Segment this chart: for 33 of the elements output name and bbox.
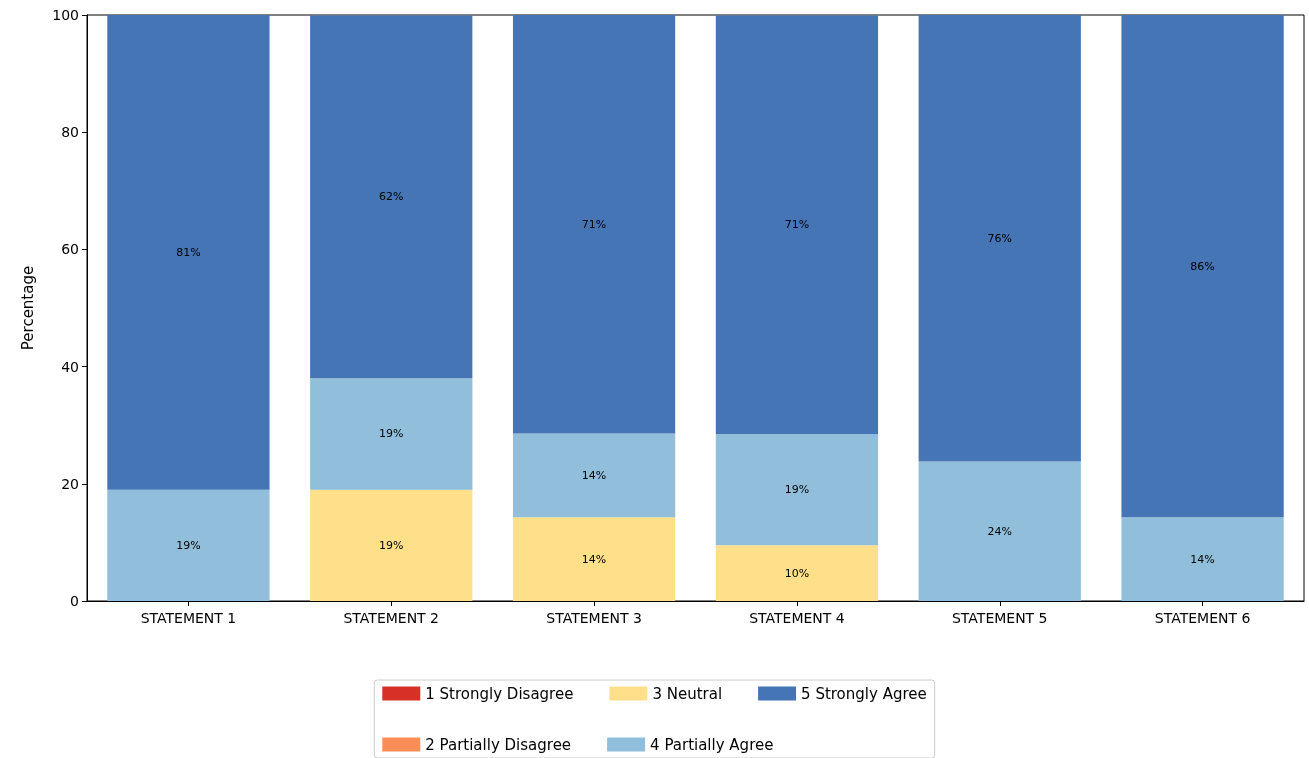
data-label: 14% <box>581 552 607 566</box>
data-label: 19% <box>784 483 810 497</box>
x-tick-label: STATEMENT 3 <box>546 610 642 626</box>
legend-label: 2 Partially Disagree <box>425 735 572 754</box>
data-label: 76% <box>987 231 1012 245</box>
data-label: 19% <box>176 538 201 552</box>
y-tick-label: 0 <box>70 593 79 609</box>
legend-label: 1 Strongly Disagree <box>425 684 574 703</box>
legend-label: 3 Neutral <box>652 684 723 703</box>
data-label: 81% <box>176 245 201 259</box>
y-tick-label: 60 <box>61 241 79 258</box>
y-tick-label: 40 <box>61 358 79 375</box>
data-label: 19% <box>379 538 404 552</box>
legend-label: 5 Strongly Agree <box>801 684 927 703</box>
data-label: 14% <box>1190 552 1215 566</box>
data-label: 19% <box>379 427 404 441</box>
data-label: 14% <box>581 468 607 482</box>
y-tick-label: 20 <box>61 475 79 492</box>
data-label: 10% <box>784 566 810 580</box>
data-label: 86% <box>1190 259 1215 273</box>
legend-label: 4 Partially Agree <box>650 735 774 754</box>
x-tick-label: STATEMENT 4 <box>749 610 845 626</box>
y-tick-label: 100 <box>52 7 79 23</box>
y-axis-title: Percentage <box>18 265 37 351</box>
x-tick-label: STATEMENT 6 <box>1154 610 1251 626</box>
data-label: 62% <box>379 190 404 204</box>
data-label: 71% <box>581 217 607 231</box>
data-label: 24% <box>987 524 1012 538</box>
x-tick-label: STATEMENT 1 <box>140 610 237 626</box>
x-tick-label: STATEMENT 5 <box>951 610 1048 626</box>
data-label: 71% <box>784 218 810 232</box>
x-tick-label: STATEMENT 2 <box>343 610 440 626</box>
y-tick-label: 80 <box>61 124 79 141</box>
